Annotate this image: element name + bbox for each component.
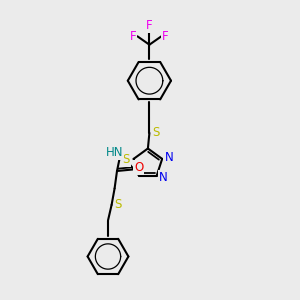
- Text: S: S: [152, 126, 160, 139]
- Text: F: F: [146, 19, 153, 32]
- Text: HN: HN: [106, 146, 123, 159]
- Text: S: S: [115, 198, 122, 212]
- Text: F: F: [162, 30, 169, 43]
- Text: N: N: [159, 171, 168, 184]
- Text: S: S: [122, 153, 130, 166]
- Text: N: N: [164, 151, 173, 164]
- Text: F: F: [130, 30, 136, 43]
- Text: O: O: [134, 161, 143, 174]
